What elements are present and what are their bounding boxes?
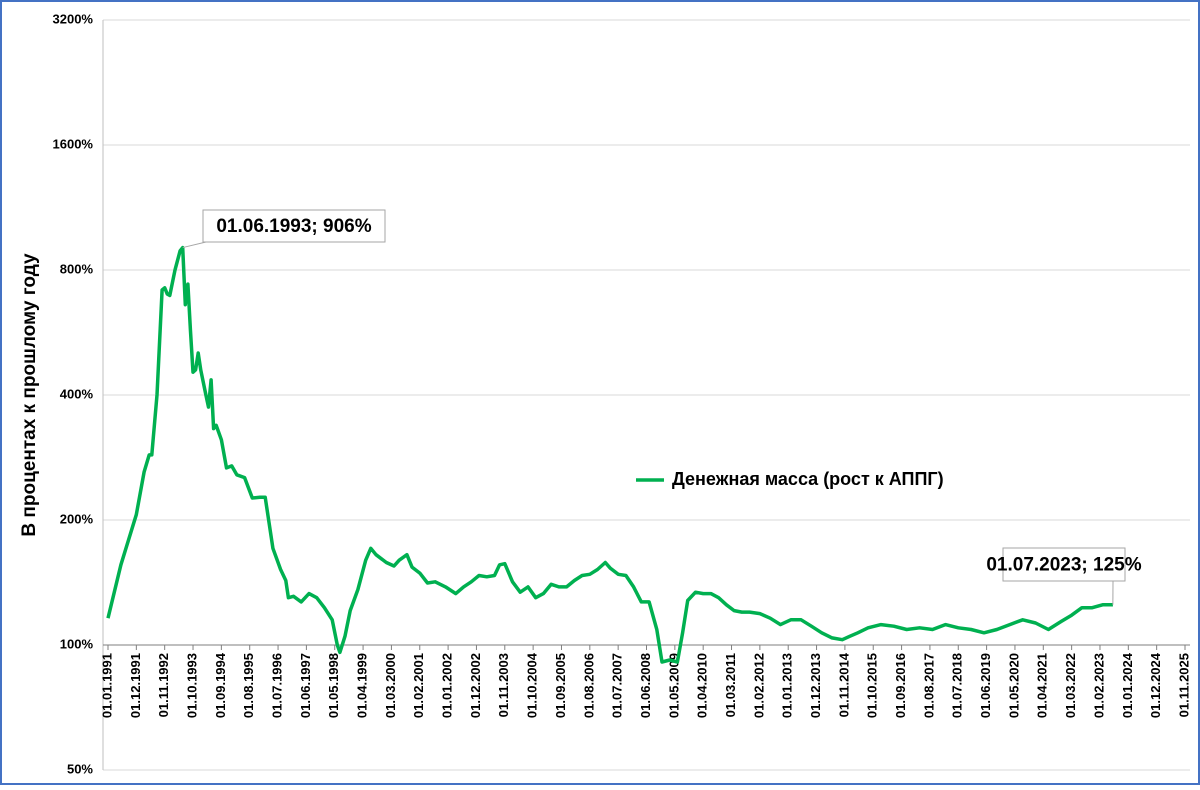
legend-label: Денежная масса (рост к АППГ) bbox=[672, 469, 944, 489]
x-tick-label: 01.02.2023 bbox=[1091, 653, 1106, 718]
x-tick-label: 01.12.1991 bbox=[128, 653, 143, 718]
x-tick-label: 01.11.2003 bbox=[496, 653, 511, 717]
x-tick-label: 01.01.2024 bbox=[1120, 652, 1135, 718]
y-axis-label: В процентах к прошлому году bbox=[19, 253, 40, 537]
x-tick-label: 01.10.2015 bbox=[865, 653, 880, 718]
x-tick-label: 01.10.1993 bbox=[184, 653, 199, 718]
x-tick-label: 01.04.1999 bbox=[355, 653, 370, 718]
y-tick-label: 200% bbox=[60, 511, 94, 526]
y-tick-label: 1600% bbox=[53, 136, 94, 151]
x-tick-label: 01.02.2012 bbox=[751, 653, 766, 718]
x-tick-label: 01.06.1997 bbox=[298, 653, 313, 718]
x-tick-label: 01.03.2000 bbox=[383, 653, 398, 718]
x-tick-label: 01.01.1991 bbox=[99, 653, 114, 718]
x-tick-label: 01.08.2006 bbox=[581, 653, 596, 718]
y-tick-label: 100% bbox=[60, 636, 94, 651]
x-tick-label: 01.07.2007 bbox=[610, 653, 625, 718]
y-tick-label: 800% bbox=[60, 261, 94, 276]
x-tick-label: 01.03.2022 bbox=[1063, 653, 1078, 718]
x-tick-label: 01.10.2004 bbox=[525, 652, 540, 718]
x-tick-label: 01.12.2013 bbox=[808, 653, 823, 718]
x-tick-label: 01.03.2011 bbox=[723, 653, 738, 717]
y-tick-label: 3200% bbox=[53, 11, 94, 26]
y-tick-label: 50% bbox=[67, 761, 93, 776]
x-tick-label: 01.07.1996 bbox=[269, 653, 284, 718]
x-tick-label: 01.04.2021 bbox=[1035, 653, 1050, 718]
annotation-text: 01.06.1993; 906% bbox=[216, 216, 371, 237]
x-tick-label: 01.07.2018 bbox=[950, 653, 965, 718]
x-tick-label: 01.01.2013 bbox=[780, 653, 795, 718]
x-tick-label: 01.09.1994 bbox=[213, 652, 228, 718]
x-tick-label: 01.06.2008 bbox=[638, 653, 653, 718]
x-tick-label: 01.05.1998 bbox=[326, 653, 341, 718]
x-tick-label: 01.12.2024 bbox=[1148, 652, 1163, 718]
x-tick-label: 01.01.2002 bbox=[440, 653, 455, 718]
x-tick-label: 01.11.1992 bbox=[156, 653, 171, 717]
x-tick-label: 01.12.2002 bbox=[468, 653, 483, 718]
x-tick-label: 01.02.2001 bbox=[411, 653, 426, 718]
x-tick-label: 01.04.2010 bbox=[695, 653, 710, 718]
x-tick-label: 01.08.2017 bbox=[921, 653, 936, 718]
x-tick-label: 01.11.2025 bbox=[1176, 653, 1191, 717]
annotation-text: 01.07.2023; 125% bbox=[986, 555, 1141, 576]
x-tick-label: 01.08.1995 bbox=[241, 653, 256, 718]
x-tick-label: 01.05.2020 bbox=[1006, 653, 1021, 718]
x-tick-label: 01.11.2014 bbox=[836, 652, 851, 717]
x-tick-label: 01.06.2019 bbox=[978, 653, 993, 718]
y-tick-label: 400% bbox=[60, 386, 94, 401]
x-tick-label: 01.09.2005 bbox=[553, 653, 568, 718]
x-tick-label: 01.09.2016 bbox=[893, 653, 908, 718]
